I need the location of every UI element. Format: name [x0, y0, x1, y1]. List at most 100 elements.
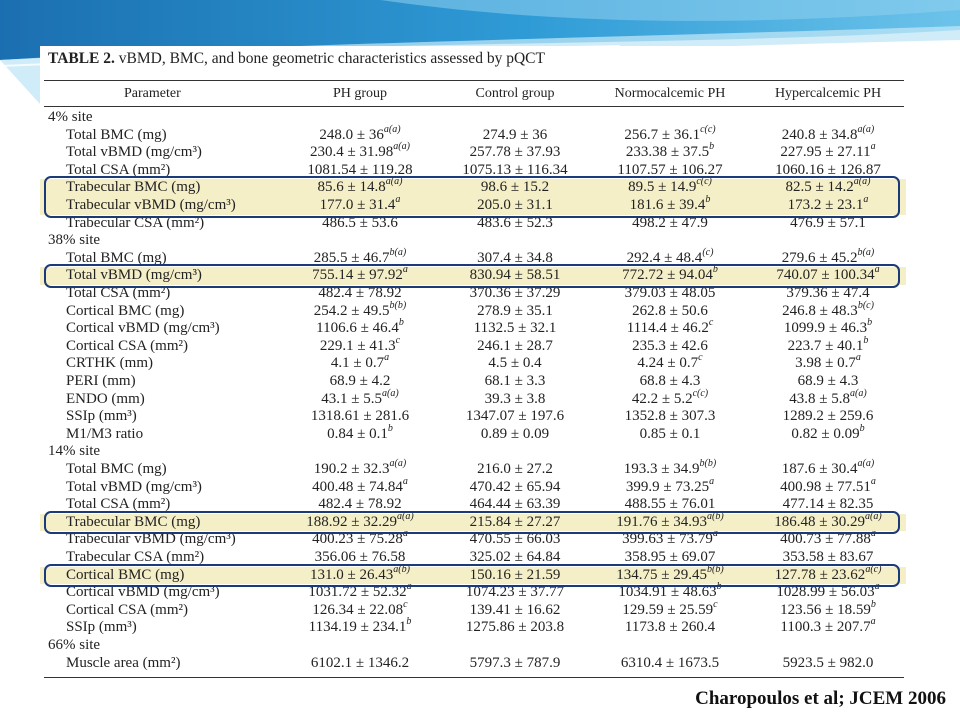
- cell-value: 1114.4 ± 46.2: [626, 320, 709, 337]
- significance-superscript: b(a): [857, 246, 875, 258]
- significance-superscript: a(b): [393, 563, 410, 575]
- section-label: 38% site: [48, 232, 101, 249]
- cell-value: 1318.61 ± 281.6: [310, 408, 410, 425]
- control-group-cell: 5797.3 ± 787.9: [440, 655, 590, 673]
- parameter-label: Cortical CSA (mm²): [66, 337, 188, 354]
- cell-value: 274.9 ± 36: [482, 126, 548, 143]
- cell-value: 188.92 ± 32.29: [306, 513, 398, 530]
- normocalcemic-cell: 181.6 ± 39.4b: [590, 195, 750, 215]
- cell-value: 223.7 ± 40.1: [787, 337, 864, 354]
- cell-value: 1034.91 ± 48.63: [618, 584, 717, 601]
- control-group-cell: 470.42 ± 65.94: [440, 479, 590, 497]
- significance-superscript: a(a): [393, 141, 410, 153]
- cell-value: 131.0 ± 26.43: [310, 566, 394, 583]
- significance-superscript: a: [863, 194, 869, 205]
- table-row: Total vBMD (mg/cm³) 230.4 ± 31.98a(a) 257.…: [40, 141, 906, 162]
- header-parameter: Parameter: [124, 86, 181, 101]
- hypercalcemic-cell: 43.8 ± 5.8a(a): [750, 388, 906, 409]
- cell-value: 39.3 ± 3.8: [484, 390, 546, 407]
- significance-superscript: b: [709, 141, 715, 153]
- table-row: Cortical vBMD (mg/cm³) 1031.72 ± 52.32a 10…: [40, 582, 906, 602]
- cell-value: 191.76 ± 34.93: [616, 513, 708, 530]
- cell-value: 358.95 ± 69.07: [624, 549, 716, 565]
- control-group-cell: 98.6 ± 15.2: [440, 179, 590, 197]
- table-row: Trabecular BMC (mg) 188.92 ± 32.29a(a) 215…: [40, 510, 906, 532]
- cell-value: 400.48 ± 74.84: [312, 478, 403, 495]
- cell-value: 127.78 ± 23.62: [774, 566, 866, 583]
- parameter-label: Cortical vBMD (mg/cm³): [66, 584, 220, 601]
- section-label: 14% site: [48, 443, 101, 460]
- cell-value: 5923.5 ± 982.0: [782, 654, 874, 671]
- cell-value: 230.4 ± 31.98: [310, 144, 394, 161]
- normocalcemic-cell: 191.76 ± 34.93a(b): [590, 510, 750, 532]
- cell-value: 3.98 ± 0.7: [795, 355, 856, 372]
- normocalcemic-cell: 1352.8 ± 307.3: [590, 408, 750, 426]
- cell-value: 1081.54 ± 119.28: [307, 161, 413, 178]
- significance-superscript: c(c): [696, 176, 712, 188]
- cell-value: 399.63 ± 73.79: [622, 531, 713, 548]
- cell-value: 482.4 ± 78.92: [318, 285, 402, 301]
- cell-value: 279.6 ± 45.2: [781, 249, 858, 266]
- significance-superscript: a(b): [707, 510, 724, 522]
- control-group-cell: 0.89 ± 0.09: [440, 426, 590, 444]
- cell-value: 4.1 ± 0.7: [330, 355, 385, 372]
- ph-group-cell: 4.1 ± 0.7a: [280, 352, 440, 373]
- cell-value: 150.16 ± 21.59: [469, 566, 561, 583]
- significance-superscript: b(a): [389, 246, 407, 258]
- normocalcemic-cell: 129.59 ± 25.59c: [590, 599, 750, 620]
- normocalcemic-cell: 89.5 ± 14.9c(c): [590, 176, 750, 197]
- table-row: Trabecular vBMD (mg/cm³) 400.23 ± 75.28a 4…: [40, 529, 906, 549]
- hypercalcemic-cell: 1060.16 ± 126.87: [750, 162, 906, 180]
- parameter-label: Trabecular BMC (mg): [66, 513, 201, 530]
- parameter-label: Total CSA (mm²): [66, 285, 171, 301]
- table-row: Cortical CSA (mm²) 126.34 ± 22.08c 139.41 …: [40, 599, 906, 620]
- cell-value: 68.9 ± 4.2: [329, 373, 391, 389]
- cell-value: 292.4 ± 48.4: [626, 249, 703, 266]
- cell-value: 235.3 ± 42.6: [632, 337, 708, 354]
- normocalcemic-cell: 42.2 ± 5.2c(c): [590, 387, 750, 409]
- hypercalcemic-cell: 400.98 ± 77.51a: [750, 476, 906, 497]
- table-row: Cortical CSA (mm²) 229.1 ± 41.3c 246.1 ± 2…: [40, 335, 906, 356]
- top-rule: [44, 80, 904, 81]
- table-row: PERI (mm) 68.9 ± 4.2 68.1 ± 3.3 68.8 ± 4.3 6…: [40, 373, 906, 391]
- significance-superscript: a(a): [385, 176, 403, 188]
- cell-value: 1132.5 ± 32.1: [473, 320, 557, 337]
- control-group-cell: 39.3 ± 3.8: [440, 391, 590, 409]
- significance-superscript: c(c): [692, 387, 709, 399]
- cell-value: 4.5 ± 0.4: [488, 355, 542, 372]
- parameter-label: M1/M3 ratio: [66, 425, 144, 442]
- ph-group-cell: 85.6 ± 14.8a(a): [280, 176, 440, 197]
- parameter-label: Cortical BMC (mg): [66, 302, 185, 319]
- cell-value: 248.0 ± 36: [319, 126, 384, 143]
- ph-group-cell: 400.23 ± 75.28a: [280, 529, 440, 549]
- table-row: Total BMC (mg) 285.5 ± 46.7b(a) 307.4 ± 34…: [40, 246, 906, 268]
- ph-group-cell: 400.48 ± 74.84a: [280, 476, 440, 497]
- ph-group-cell: 1134.19 ± 234.1b: [280, 617, 440, 637]
- table-row: Trabecular CSA (mm²) 486.5 ± 53.6 483.6 ± …: [40, 215, 906, 233]
- significance-superscript: c: [698, 352, 703, 364]
- table-row: Total vBMD (mg/cm³) 400.48 ± 74.84a 470.42…: [40, 476, 906, 497]
- cell-value: 400.73 ± 77.88: [780, 531, 871, 548]
- significance-superscript: a: [384, 352, 390, 364]
- ph-group-cell: 230.4 ± 31.98a(a): [280, 141, 440, 162]
- hypercalcemic-cell: 227.95 ± 27.11a: [750, 142, 906, 162]
- parameter-label: Total BMC (mg): [66, 461, 167, 477]
- table-row: SSIp (mm³) 1318.61 ± 281.6 1347.07 ± 197.6…: [40, 408, 906, 426]
- parameter-label: ENDO (mm): [66, 390, 145, 407]
- significance-superscript: a: [395, 194, 401, 205]
- cell-value: 379.03 ± 48.05: [624, 285, 716, 301]
- normocalcemic-cell: 233.38 ± 37.5b: [590, 141, 750, 162]
- cell-value: 246.1 ± 28.7: [477, 337, 553, 354]
- ph-group-cell: 6102.1 ± 1346.2: [280, 655, 440, 673]
- cell-value: 488.55 ± 76.01: [624, 496, 716, 513]
- normocalcemic-cell: 358.95 ± 69.07: [590, 549, 750, 567]
- parameter-label: Cortical BMC (mg): [66, 566, 185, 583]
- hypercalcemic-cell: 0.82 ± 0.09b: [750, 423, 906, 444]
- normocalcemic-cell: 6310.4 ± 1673.5: [590, 655, 750, 673]
- highlight-box: [44, 510, 900, 535]
- table-row: CRTHK (mm) 4.1 ± 0.7a 4.5 ± 0.4 4.24 ± 0.7c…: [40, 352, 906, 373]
- ph-group-cell: 486.5 ± 53.6: [280, 215, 440, 233]
- hypercalcemic-cell: 1100.3 ± 207.7a: [750, 617, 906, 637]
- significance-superscript: c(c): [700, 123, 716, 135]
- header-rule: [44, 106, 904, 107]
